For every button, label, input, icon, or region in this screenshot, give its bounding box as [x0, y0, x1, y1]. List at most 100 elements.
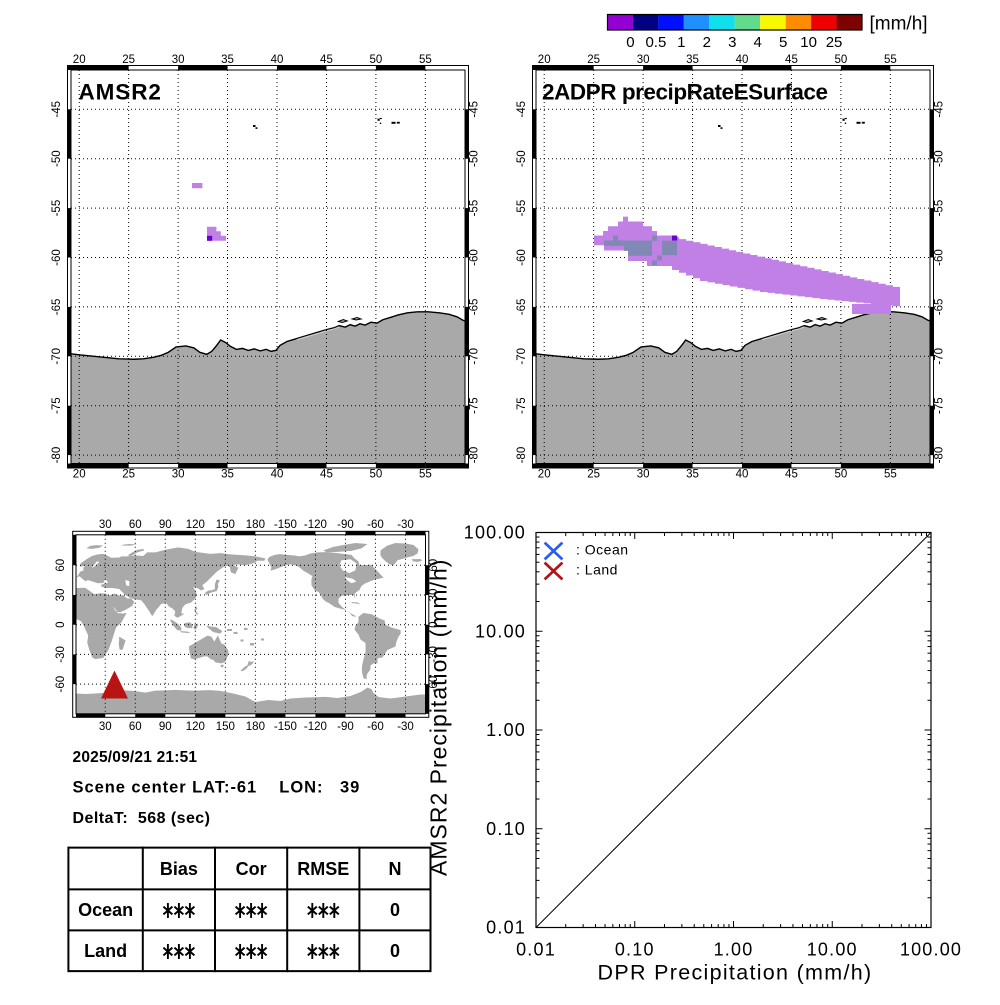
svg-text:-55: -55	[934, 200, 946, 217]
svg-text:0.5: 0.5	[645, 34, 666, 51]
svg-text:45: 45	[785, 469, 798, 481]
svg-text:150: 150	[216, 721, 235, 733]
svg-text:N: N	[388, 859, 401, 879]
svg-text:10.00: 10.00	[475, 621, 526, 641]
svg-text:0: 0	[390, 900, 400, 920]
svg-text:100.00: 100.00	[464, 523, 526, 543]
svg-text:120: 120	[186, 519, 205, 531]
svg-text:-65: -65	[516, 299, 528, 316]
svg-text:-80: -80	[469, 447, 481, 464]
svg-text:-60: -60	[469, 249, 481, 266]
svg-text:1: 1	[677, 34, 685, 51]
svg-text:-50: -50	[469, 150, 481, 167]
svg-text:10.00: 10.00	[807, 940, 858, 960]
svg-text:25: 25	[122, 469, 135, 481]
svg-text:-55: -55	[516, 200, 528, 217]
svg-text:-70: -70	[469, 348, 481, 365]
svg-text:20: 20	[538, 54, 551, 66]
svg-text:-65: -65	[469, 299, 481, 316]
svg-text:20: 20	[538, 469, 551, 481]
svg-text:-90: -90	[337, 721, 354, 733]
svg-text:150: 150	[216, 519, 235, 531]
svg-text:35: 35	[686, 469, 699, 481]
svg-text:40: 40	[736, 469, 749, 481]
svg-text:-30: -30	[397, 721, 414, 733]
svg-text:45: 45	[785, 54, 798, 66]
svg-text:30: 30	[172, 54, 185, 66]
svg-text:: Land: : Land	[576, 562, 618, 578]
svg-text:55: 55	[419, 469, 432, 481]
svg-text:40: 40	[271, 469, 284, 481]
svg-text:-65: -65	[934, 299, 946, 316]
svg-text:60: 60	[129, 721, 142, 733]
svg-text:-50: -50	[516, 150, 528, 167]
svg-text:: Ocean: : Ocean	[576, 542, 629, 558]
svg-text:RMSE: RMSE	[297, 859, 349, 879]
svg-text:0: 0	[626, 34, 634, 51]
svg-text:-50: -50	[51, 150, 63, 167]
svg-text:2: 2	[703, 34, 711, 51]
svg-text:-30: -30	[428, 646, 440, 663]
svg-text:20: 20	[73, 54, 86, 66]
svg-text:-75: -75	[934, 397, 946, 414]
svg-text:20: 20	[73, 469, 86, 481]
svg-text:30: 30	[637, 469, 650, 481]
svg-text:-75: -75	[516, 397, 528, 414]
svg-text:-45: -45	[934, 101, 946, 118]
svg-text:30: 30	[172, 469, 185, 481]
svg-text:55: 55	[884, 54, 897, 66]
svg-text:50: 50	[835, 54, 848, 66]
svg-text:50: 50	[835, 469, 848, 481]
svg-text:4: 4	[754, 34, 762, 51]
svg-text:2ADPR precipRateESurface: 2ADPR precipRateESurface	[542, 80, 828, 105]
svg-text:AMSR2: AMSR2	[79, 80, 162, 105]
svg-text:DPR Precipitation (mm/h): DPR Precipitation (mm/h)	[598, 961, 873, 985]
svg-text:35: 35	[221, 54, 234, 66]
svg-text:Land: Land	[84, 941, 127, 961]
svg-text:-45: -45	[469, 101, 481, 118]
svg-text:60: 60	[129, 519, 142, 531]
svg-text:30: 30	[55, 589, 67, 602]
svg-text:180: 180	[246, 721, 265, 733]
svg-text:25: 25	[587, 469, 600, 481]
svg-text:-120: -120	[304, 519, 327, 531]
svg-text:0.01: 0.01	[486, 918, 526, 938]
svg-text:-150: -150	[274, 519, 297, 531]
svg-text:-80: -80	[516, 447, 528, 464]
svg-text:30: 30	[428, 589, 440, 602]
svg-text:-75: -75	[51, 397, 63, 414]
svg-text:-30: -30	[55, 646, 67, 663]
svg-text:-70: -70	[934, 348, 946, 365]
svg-text:AMSR2 Precipitation (mm/h): AMSR2 Precipitation (mm/h)	[426, 559, 452, 876]
svg-text:DeltaT: 568 (sec): DeltaT: 568 (sec)	[73, 810, 211, 827]
svg-text:0.01: 0.01	[516, 940, 556, 960]
svg-text:-60: -60	[516, 249, 528, 266]
svg-text:-60: -60	[367, 519, 384, 531]
svg-text:90: 90	[159, 721, 172, 733]
svg-text:25: 25	[122, 54, 135, 66]
svg-text:-45: -45	[51, 101, 63, 118]
svg-text:25: 25	[587, 54, 600, 66]
svg-text:1.00: 1.00	[714, 940, 754, 960]
svg-text:55: 55	[419, 54, 432, 66]
svg-text:30: 30	[99, 721, 112, 733]
svg-text:100.00: 100.00	[900, 940, 962, 960]
svg-text:5: 5	[779, 34, 787, 51]
svg-text:-65: -65	[51, 299, 63, 316]
svg-text:90: 90	[159, 519, 172, 531]
svg-text:2025/09/21 21:51: 2025/09/21 21:51	[73, 749, 198, 766]
svg-text:180: 180	[246, 519, 265, 531]
svg-text:120: 120	[186, 721, 205, 733]
svg-text:-90: -90	[337, 519, 354, 531]
svg-text:-60: -60	[367, 721, 384, 733]
svg-text:-80: -80	[51, 447, 63, 464]
svg-text:0.10: 0.10	[486, 819, 526, 839]
svg-text:-55: -55	[469, 200, 481, 217]
svg-text:0: 0	[428, 621, 440, 627]
svg-text:Bias: Bias	[160, 859, 198, 879]
svg-text:60: 60	[55, 559, 67, 572]
svg-text:50: 50	[370, 469, 383, 481]
svg-text:-60: -60	[428, 676, 440, 693]
svg-text:-30: -30	[397, 519, 414, 531]
svg-text:30: 30	[99, 519, 112, 531]
